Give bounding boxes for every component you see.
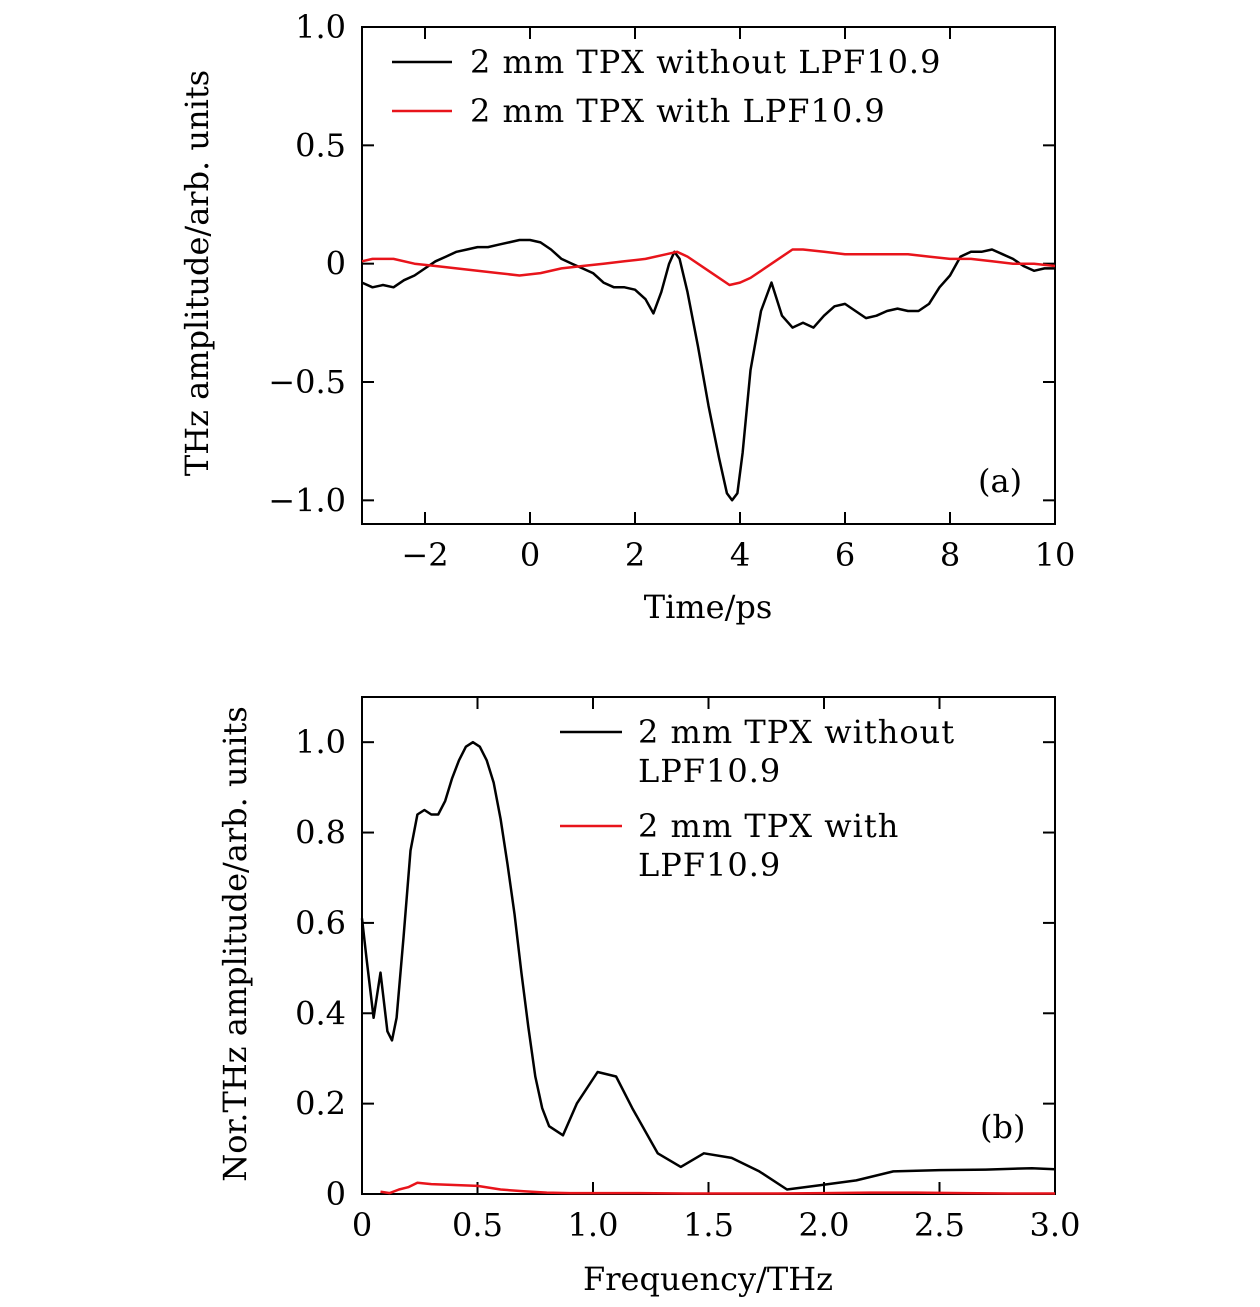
y-tick-label-a-4: 1.0 (295, 8, 346, 46)
x-tick-label-a-3: 4 (730, 536, 750, 574)
y-axis-label-a: THz amplitude/arb. units (178, 70, 216, 476)
y-tick-label-b-3: 0.6 (295, 904, 346, 942)
x-axis-label-a: Time/ps (644, 588, 773, 626)
legend-label-b-0-line2: LPF10.9 (638, 752, 781, 790)
x-tick-label-b-6: 3.0 (1030, 1206, 1081, 1244)
x-tick-label-a-5: 8 (940, 536, 960, 574)
y-tick-label-b-0: 0 (326, 1175, 346, 1213)
series-group-a (361, 238, 1056, 502)
series-line-b-1 (380, 1181, 1055, 1195)
series-line-a-1 (361, 248, 1056, 287)
x-tick-label-a-2: 2 (625, 536, 645, 574)
legend-label-a-0: 2 mm TPX without LPF10.9 (470, 43, 941, 81)
x-tick-label-b-2: 1.0 (568, 1206, 619, 1244)
y-tick-label-a-2: 0 (326, 245, 346, 283)
x-tick-label-a-6: 10 (1035, 536, 1076, 574)
series-line-b-0 (360, 740, 1056, 1191)
plot-frame-a (361, 26, 1056, 525)
y-tick-label-a-0: −1.0 (268, 481, 346, 519)
y-axis-label-b: Nor.THz amplitude/arb. units (216, 706, 254, 1181)
series-line-a-0 (361, 238, 1055, 502)
legend-label-b-1-line1: 2 mm TPX with (638, 807, 899, 845)
x-tick-label-b-5: 2.5 (914, 1206, 965, 1244)
panel-label-b: (b) (980, 1108, 1025, 1146)
x-axis-label-b: Frequency/THz (583, 1260, 833, 1298)
x-tick-label-a-4: 6 (835, 536, 855, 574)
legend-label-b-0-line1: 2 mm TPX without (638, 713, 955, 751)
x-tick-label-b-3: 1.5 (683, 1206, 734, 1244)
y-tick-label-a-1: −0.5 (268, 363, 346, 401)
x-tick-label-b-0: 0 (352, 1206, 372, 1244)
x-tick-label-b-1: 0.5 (452, 1206, 503, 1244)
legend-b: 2 mm TPX without LPF10.9 2 mm TPX with L… (560, 713, 955, 884)
x-tick-label-a-1: 0 (520, 536, 540, 574)
y-tick-label-a-3: 0.5 (295, 126, 346, 164)
panel-b: 0 0.5 1.0 1.5 2.0 2.5 3.0 0 0.2 0.4 0.6 0.8 1.0 2 mm… (216, 696, 1080, 1298)
y-tick-label-b-4: 0.8 (295, 814, 346, 852)
panel-a: −2 0 2 4 6 8 10 −1.0 −0.5 0 0.5 1.0 2 mm TPX withou… (178, 8, 1075, 626)
axis-ticks-a: −2 0 2 4 6 8 10 −1.0 −0.5 0 0.5 1.0 (268, 8, 1075, 574)
legend-label-b-1-line2: LPF10.9 (638, 846, 781, 884)
x-tick-label-a-0: −2 (401, 536, 448, 574)
axis-ticks-b: 0 0.5 1.0 1.5 2.0 2.5 3.0 0 0.2 0.4 0.6 0.8 1.0 (295, 697, 1080, 1244)
y-tick-label-b-2: 0.4 (295, 994, 346, 1032)
panel-label-a: (a) (978, 462, 1022, 500)
y-tick-label-b-5: 1.0 (295, 723, 346, 761)
series-group-b (360, 740, 1056, 1195)
y-tick-label-b-1: 0.2 (295, 1085, 346, 1123)
legend-a: 2 mm TPX without LPF10.9 2 mm TPX with L… (392, 43, 941, 130)
x-tick-label-b-4: 2.0 (799, 1206, 850, 1244)
legend-label-a-1: 2 mm TPX with LPF10.9 (470, 92, 886, 130)
